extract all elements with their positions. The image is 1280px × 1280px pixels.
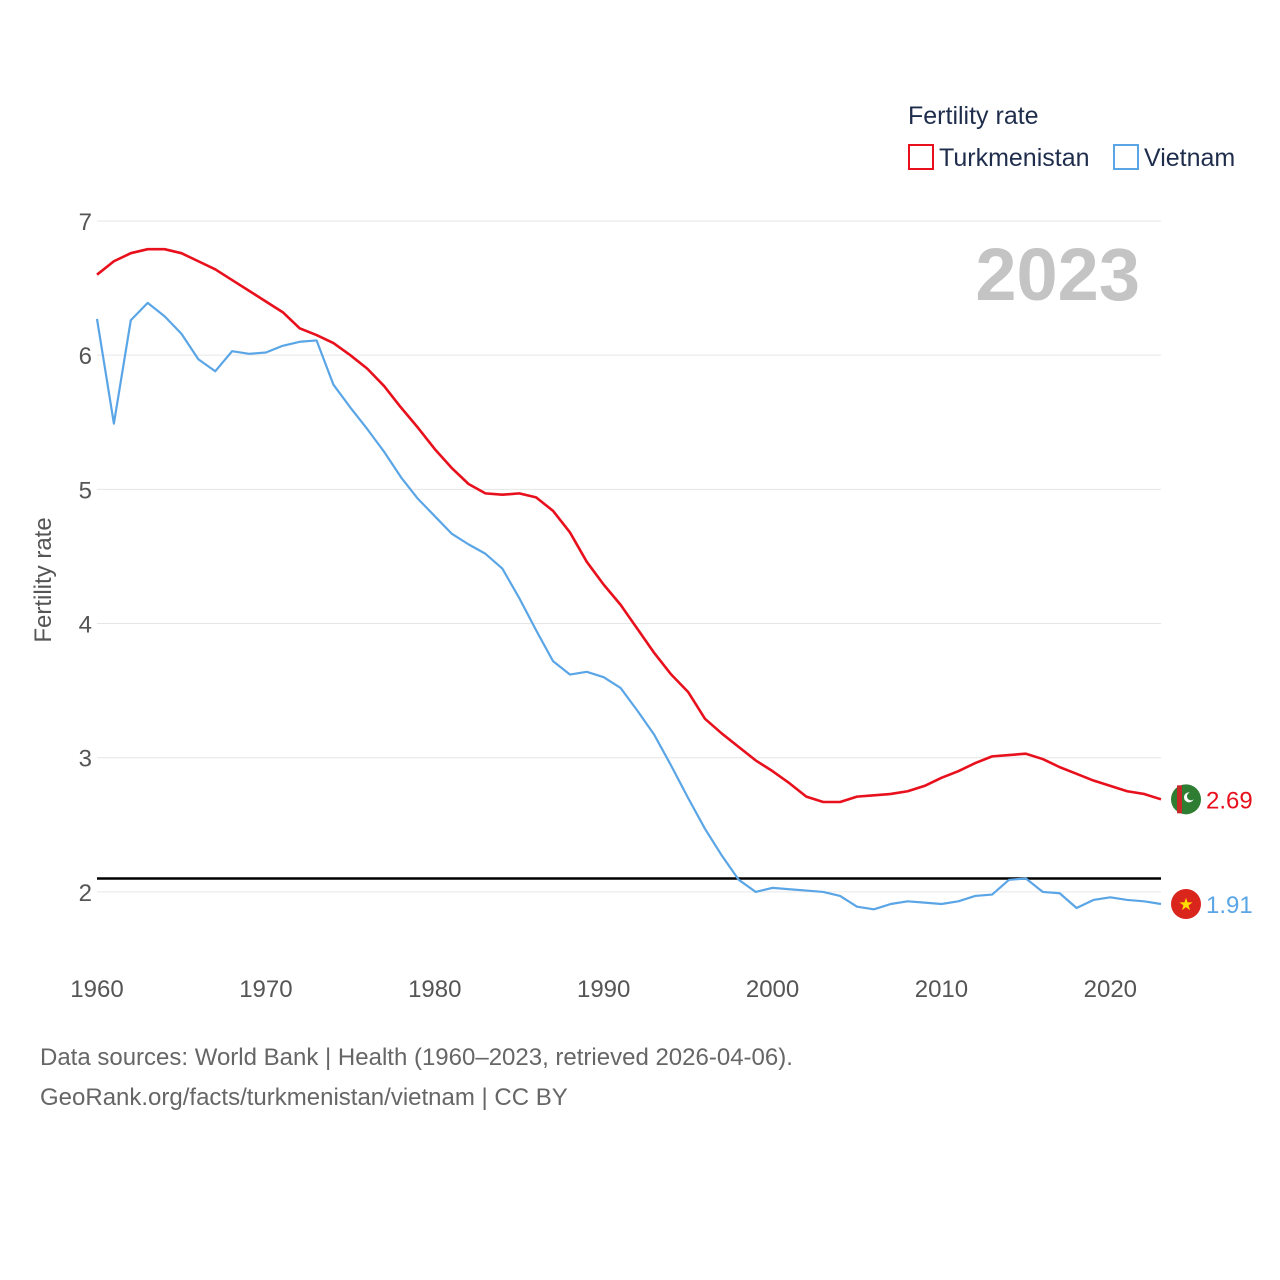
y-tick-6: 6	[79, 343, 92, 370]
series-line-vietnam[interactable]	[95, 301, 1162, 911]
end-labels: 2.69 ★ 1.91	[1171, 784, 1253, 919]
y-tick-7: 7	[79, 209, 92, 236]
legend-title: Fertility rate	[908, 102, 1039, 130]
legend-entry-turkmenistan[interactable]: Turkmenistan	[908, 144, 1090, 172]
x-tick-2020: 2020	[1084, 976, 1137, 1003]
legend-label-turkmenistan: Turkmenistan	[939, 144, 1090, 172]
x-tick-2010: 2010	[915, 976, 968, 1003]
legend-swatch-turkmenistan	[908, 144, 934, 170]
source-line: Data sources: World Bank | Health (1960–…	[40, 1044, 793, 1071]
turkmenistan-flag-icon	[1171, 784, 1201, 815]
vietnam-flag-icon: ★	[1171, 888, 1201, 919]
y-axis-title: Fertility rate	[30, 517, 57, 642]
attribution-line: GeoRank.org/facts/turkmenistan/vietnam |…	[40, 1084, 568, 1111]
year-watermark: 2023	[975, 233, 1140, 316]
legend-entry-vietnam[interactable]: Vietnam	[1113, 144, 1235, 172]
y-tick-2: 2	[79, 880, 92, 907]
x-tick-1990: 1990	[577, 976, 630, 1003]
end-label-vietnam: 1.91	[1206, 892, 1253, 919]
series-lines	[95, 247, 1162, 911]
gridlines	[97, 220, 1161, 893]
x-tick-2000: 2000	[746, 976, 799, 1003]
y-tick-4: 4	[79, 612, 92, 639]
y-tick-labels: 2 3 4 5 6 7	[79, 209, 92, 907]
series-line-turkmenistan[interactable]	[96, 247, 1162, 804]
x-tick-1980: 1980	[408, 976, 461, 1003]
y-tick-3: 3	[79, 746, 92, 773]
y-tick-5: 5	[79, 477, 92, 504]
x-tick-labels: 1960 1970 1980 1990 2000 2010 2020	[70, 976, 1137, 1003]
end-label-turkmenistan: 2.69	[1206, 787, 1253, 814]
svg-text:★: ★	[1178, 895, 1193, 915]
x-tick-1970: 1970	[239, 976, 292, 1003]
x-tick-1960: 1960	[70, 976, 123, 1003]
legend-swatch-vietnam	[1113, 144, 1139, 170]
legend-label-vietnam: Vietnam	[1144, 144, 1235, 172]
